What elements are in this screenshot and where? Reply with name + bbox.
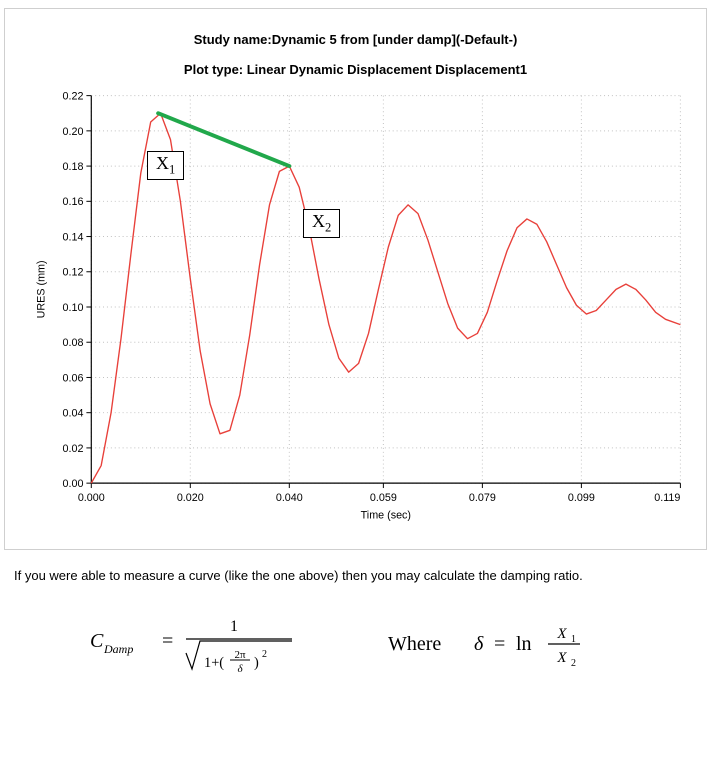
svg-text:ln: ln: [516, 633, 532, 655]
svg-text:0.08: 0.08: [63, 337, 84, 349]
formula-delta: Whereδ=lnX1X2: [386, 618, 626, 670]
svg-text:1: 1: [571, 634, 576, 645]
svg-text:Damp: Damp: [103, 642, 133, 656]
caption-text: If you were able to measure a curve (lik…: [14, 568, 697, 583]
svg-text:0.20: 0.20: [63, 126, 84, 138]
annotation-x1-sub: 1: [169, 163, 175, 177]
svg-text:0.10: 0.10: [63, 302, 84, 314]
svg-text:=: =: [494, 633, 505, 655]
svg-text:1: 1: [230, 618, 238, 635]
chart-title-line1: Study name:Dynamic 5 from [under damp](-…: [194, 32, 518, 47]
chart-svg: 0.00 0.02 0.04 0.06 0.08 0.10 0.12 0.14 0.16 0.18…: [13, 77, 698, 537]
svg-text:0.02: 0.02: [63, 443, 84, 455]
svg-text:2: 2: [571, 658, 576, 669]
svg-text:0.020: 0.020: [177, 492, 204, 504]
svg-text:Where: Where: [388, 633, 441, 655]
formula-row: CDamp=11+(2πδ)2 Whereδ=lnX1X2: [4, 609, 707, 679]
svg-text:0.22: 0.22: [63, 91, 84, 103]
annotation-x2-box: X2: [303, 209, 340, 238]
svg-text:=: =: [162, 630, 173, 652]
svg-text:0.12: 0.12: [63, 267, 84, 279]
chart-title-line2: Plot type: Linear Dynamic Displacement D…: [184, 62, 527, 77]
svg-text:X: X: [556, 626, 567, 642]
svg-text:0.18: 0.18: [63, 161, 84, 173]
svg-text:Time (sec): Time (sec): [361, 509, 411, 521]
svg-text:0.16: 0.16: [63, 196, 84, 208]
svg-text:0.00: 0.00: [63, 478, 84, 490]
annotation-x2-label: X: [312, 211, 325, 231]
chart-card: Study name:Dynamic 5 from [under damp](-…: [4, 8, 707, 550]
svg-text:0.000: 0.000: [78, 492, 105, 504]
svg-text:C: C: [90, 630, 104, 652]
annotation-x1-box: X1: [147, 151, 184, 180]
svg-text:2π: 2π: [234, 649, 246, 661]
annotation-x1-label: X: [156, 153, 169, 173]
svg-text:0.04: 0.04: [63, 408, 84, 420]
svg-text:1+(: 1+(: [204, 655, 224, 671]
svg-text:2: 2: [262, 649, 267, 660]
svg-text:URES (mm): URES (mm): [35, 260, 47, 318]
formula-cdamp: CDamp = 1 1+( 2π δ)2: [86, 609, 346, 679]
svg-text:0.099: 0.099: [568, 492, 595, 504]
svg-text:δ: δ: [474, 633, 484, 655]
svg-text:δ: δ: [237, 663, 243, 675]
chart-area: 0.00 0.02 0.04 0.06 0.08 0.10 0.12 0.14 0.16 0.18…: [13, 77, 698, 537]
annotation-x2-sub: 2: [325, 221, 331, 235]
svg-text:0.119: 0.119: [654, 492, 680, 504]
page: Study name:Dynamic 5 from [under damp](-…: [0, 0, 711, 699]
svg-text:0.040: 0.040: [276, 492, 303, 504]
svg-text:0.059: 0.059: [370, 492, 397, 504]
chart-title: Study name:Dynamic 5 from [under damp](-…: [13, 17, 698, 77]
svg-text:0.06: 0.06: [63, 372, 84, 384]
svg-text:X: X: [556, 650, 567, 666]
svg-text:0.14: 0.14: [63, 231, 84, 243]
svg-text:): ): [254, 655, 259, 671]
svg-text:0.079: 0.079: [469, 492, 496, 504]
